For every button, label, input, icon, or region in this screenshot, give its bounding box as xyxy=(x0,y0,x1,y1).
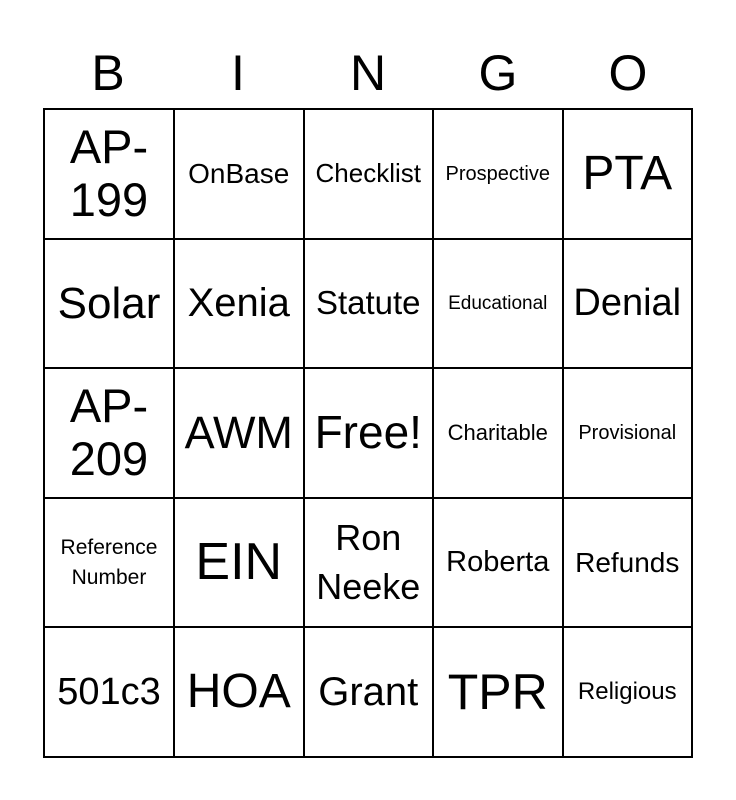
bingo-cell: Solar xyxy=(44,238,174,369)
bingo-cell: Provisional xyxy=(562,368,692,498)
bingo-cell: Reference Number xyxy=(44,497,174,628)
header-letter-n: N xyxy=(349,45,387,101)
bingo-cell: AWM xyxy=(174,368,304,498)
bingo-cell: Denial xyxy=(562,238,692,369)
header-letter-i: I xyxy=(231,45,245,101)
bingo-cell: PTA xyxy=(562,109,692,239)
bingo-cell: Refunds xyxy=(562,497,692,628)
bingo-cell: AP-199 xyxy=(44,109,174,239)
bingo-cell: HOA xyxy=(174,627,304,757)
bingo-cell: Educational xyxy=(433,238,563,369)
header-letter-b: B xyxy=(91,45,125,101)
bingo-cell: Statute xyxy=(303,238,433,369)
bingo-cell: Checklist xyxy=(303,109,433,239)
bingo-cell: AP-209 xyxy=(44,368,174,498)
bingo-cell: Prospective xyxy=(433,109,563,239)
bingo-grid: AP-199 OnBase Checklist Prospective PTA … xyxy=(43,108,693,758)
bingo-cell: TPR xyxy=(433,627,563,757)
bingo-cell: Charitable xyxy=(433,368,563,498)
bingo-header: B I N G O xyxy=(43,40,693,106)
header-letter-o: O xyxy=(608,45,648,101)
bingo-cell: Roberta xyxy=(433,497,563,628)
header-letter-g: G xyxy=(478,45,518,101)
bingo-cell: EIN xyxy=(174,497,304,628)
bingo-cell: Ron Neeke xyxy=(303,497,433,628)
bingo-cell: Xenia xyxy=(174,238,304,369)
bingo-cell: 501c3 xyxy=(44,627,174,757)
bingo-cell: Grant xyxy=(303,627,433,757)
bingo-cell: Free! xyxy=(303,368,433,498)
bingo-cell: OnBase xyxy=(174,109,304,239)
bingo-cell: Religious xyxy=(562,627,692,757)
